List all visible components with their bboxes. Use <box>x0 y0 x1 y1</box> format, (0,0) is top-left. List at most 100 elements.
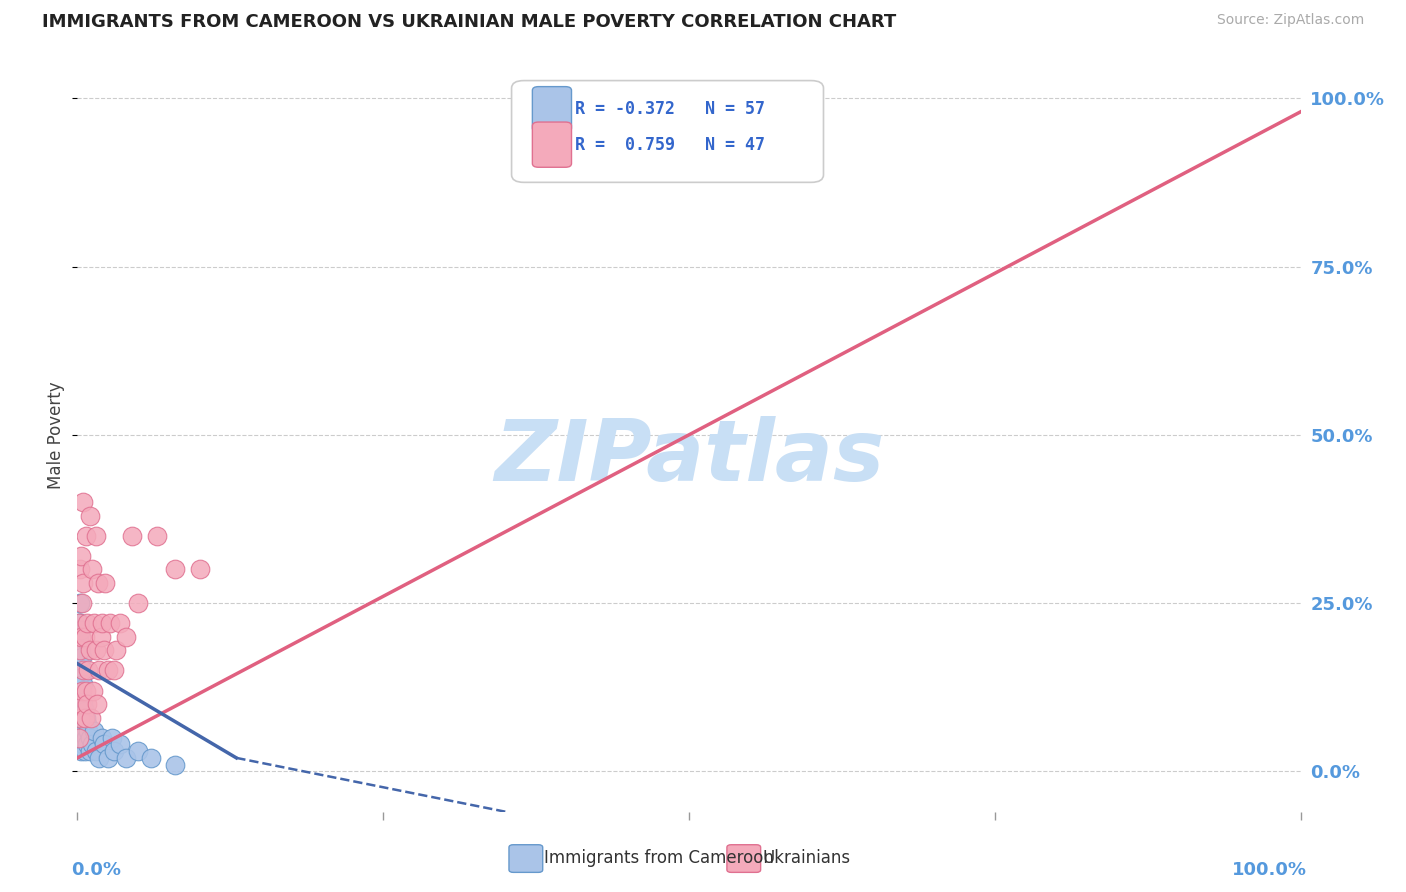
Point <box>128 744 150 758</box>
Point <box>93 643 115 657</box>
Text: IMMIGRANTS FROM CAMEROON VS UKRAINIAN MALE POVERTY CORRELATION CHART: IMMIGRANTS FROM CAMEROON VS UKRAINIAN MA… <box>42 13 897 31</box>
Point <box>77 664 100 678</box>
Point <box>94 575 117 590</box>
Point <box>79 508 101 523</box>
Point <box>70 690 93 705</box>
Point <box>72 697 94 711</box>
Point <box>100 731 122 745</box>
Point <box>72 664 94 678</box>
Point <box>70 683 93 698</box>
Point <box>97 751 120 765</box>
Point <box>70 710 93 724</box>
Point <box>70 697 93 711</box>
Point <box>70 596 93 610</box>
Point <box>105 643 128 657</box>
Point <box>83 616 105 631</box>
Point <box>67 731 90 745</box>
Text: 0.0%: 0.0% <box>72 861 121 879</box>
Point <box>76 616 98 631</box>
Point <box>103 664 125 678</box>
Point <box>108 738 131 752</box>
Point <box>97 664 120 678</box>
Point <box>115 630 138 644</box>
Point <box>70 649 93 664</box>
Point <box>76 738 98 752</box>
Point <box>70 744 93 758</box>
Point <box>89 751 111 765</box>
Point <box>84 643 107 657</box>
Point <box>73 723 96 738</box>
Point <box>146 529 169 543</box>
Point <box>80 562 103 576</box>
Point <box>83 723 105 738</box>
Point <box>67 616 90 631</box>
Point <box>69 710 91 724</box>
Point <box>70 623 93 637</box>
Point <box>72 717 94 731</box>
Point <box>73 704 96 718</box>
Point <box>69 643 91 657</box>
Point <box>75 529 97 543</box>
Point <box>70 664 93 678</box>
Point <box>90 630 112 644</box>
Point <box>70 723 93 738</box>
Point <box>165 757 187 772</box>
Point <box>84 529 107 543</box>
Point <box>69 677 91 691</box>
Point <box>69 657 91 671</box>
Point <box>80 710 103 724</box>
Point <box>188 562 211 576</box>
Point <box>79 731 101 745</box>
Text: ZIPatlas: ZIPatlas <box>494 416 884 499</box>
Point <box>67 630 90 644</box>
Point <box>86 697 108 711</box>
Point <box>72 738 94 752</box>
Point <box>79 643 101 657</box>
Point <box>69 738 91 752</box>
Point <box>93 738 115 752</box>
FancyBboxPatch shape <box>533 122 571 168</box>
Point <box>67 683 90 698</box>
Point <box>70 643 93 657</box>
Y-axis label: Male Poverty: Male Poverty <box>48 381 66 489</box>
Point <box>90 616 112 631</box>
Text: 100.0%: 100.0% <box>1232 861 1306 879</box>
Point <box>84 744 107 758</box>
Point <box>80 738 103 752</box>
Point <box>70 683 93 698</box>
Point <box>67 616 90 631</box>
Point <box>73 710 96 724</box>
Point <box>108 616 131 631</box>
Point <box>75 683 97 698</box>
Point <box>76 697 98 711</box>
Point <box>121 529 143 543</box>
Point <box>98 616 121 631</box>
Point <box>800 104 823 119</box>
Point <box>70 670 93 684</box>
Point <box>82 683 104 698</box>
Point <box>72 495 94 509</box>
Point <box>76 717 98 731</box>
Point <box>73 630 96 644</box>
Point <box>128 596 150 610</box>
Point <box>69 717 91 731</box>
Point <box>72 575 94 590</box>
Point <box>165 562 187 576</box>
Point <box>67 710 90 724</box>
Point <box>67 643 90 657</box>
Point <box>69 562 91 576</box>
Point <box>67 731 90 745</box>
Point <box>70 731 93 745</box>
Point <box>70 549 93 563</box>
Point <box>89 664 111 678</box>
Point <box>69 697 91 711</box>
Point <box>70 630 93 644</box>
Point <box>90 731 112 745</box>
Point <box>115 751 138 765</box>
Point <box>67 670 90 684</box>
FancyBboxPatch shape <box>512 80 824 182</box>
Text: Source: ZipAtlas.com: Source: ZipAtlas.com <box>1216 13 1364 28</box>
Point <box>67 697 90 711</box>
Point <box>69 616 91 631</box>
Text: R = -0.372   N = 57: R = -0.372 N = 57 <box>575 100 765 119</box>
